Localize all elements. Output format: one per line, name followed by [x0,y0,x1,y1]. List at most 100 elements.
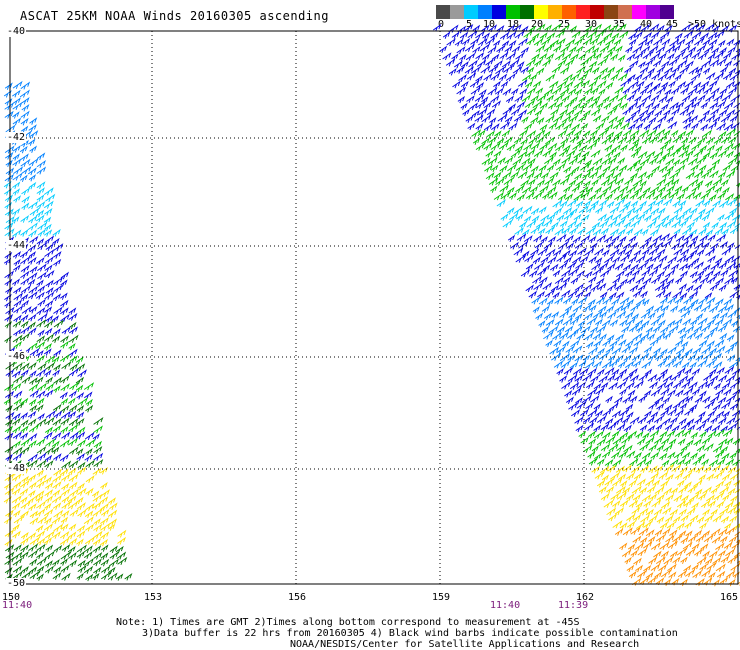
wind-barb [732,389,740,397]
wind-barb [632,178,643,187]
wind-barb [43,187,54,196]
wind-barb [85,475,95,483]
wind-barb [28,291,38,300]
wind-barb [712,199,722,208]
wind-barb [476,59,487,68]
wind-barb [645,529,655,538]
wind-barb [629,346,639,355]
wind-barb [647,241,658,250]
wind-barb [713,93,724,103]
wind-barb [20,397,29,406]
wind-barb [526,37,536,46]
wind-barb [721,473,731,481]
wind-barb [53,306,63,315]
wind-barb [594,453,602,461]
wind-barb [596,480,605,488]
wind-barb [718,438,728,447]
wind-barb [556,367,564,376]
wind-barb [709,347,718,355]
wind-barb [13,305,24,314]
wind-barb [596,191,607,200]
wind-barb [619,235,627,244]
wind-barb [641,494,651,503]
wind-barb [702,508,711,517]
wind-barb [673,450,684,459]
wind-barb [60,383,70,392]
wind-barb [19,362,30,371]
wind-barb [688,136,697,145]
legend-swatch [534,5,548,19]
wind-barb [682,115,692,124]
wind-barb [648,556,657,565]
wind-barb [445,58,456,67]
wind-barb [734,244,740,250]
wind-barb [584,247,595,257]
wind-barb [712,115,721,124]
wind-barb [108,523,116,531]
wind-barb [630,241,639,250]
wind-barb [678,352,689,361]
wind-barb [709,550,718,559]
wind-barb [702,395,711,404]
wind-barb [698,339,708,348]
wind-barb [524,215,532,223]
wind-barb [653,37,664,46]
wind-barb [692,457,702,466]
wind-barb [707,430,717,439]
wind-barb [682,253,694,263]
wind-barb [563,122,573,131]
wind-barb [668,80,676,88]
wind-barb [20,425,29,433]
wind-barb [696,44,706,53]
wind-barb [36,354,45,363]
wind-barb [29,305,38,314]
wind-barb [525,149,536,158]
wind-barb [538,227,546,236]
wind-barb [595,318,603,327]
wind-barb [53,544,63,553]
wind-barb [44,389,54,398]
wind-barb [714,72,725,81]
wind-barb [656,178,667,187]
wind-barb [568,115,578,123]
wind-barb [709,458,719,467]
wind-barb [703,534,714,543]
wind-barb [676,213,686,222]
wind-barb [490,164,499,173]
wind-barb [44,249,55,258]
wind-barb [614,262,624,271]
wind-barb [620,253,631,262]
wind-barb [709,80,718,88]
wind-barb [552,114,563,123]
wind-barb [598,486,607,494]
wind-barb [12,502,21,510]
wind-barb [484,164,493,173]
wind-barb [675,339,684,347]
wind-barb [553,44,562,53]
wind-barb [52,424,62,433]
wind-barb [623,354,632,363]
wind-barb [13,374,24,384]
wind-barb [677,438,686,446]
wind-barb [626,163,637,172]
wind-barb [19,89,30,98]
wind-barb [729,226,740,235]
wind-barb [604,459,614,467]
wind-barb [589,37,599,46]
wind-barb [19,446,30,455]
wind-barb [678,417,687,426]
wind-barb [580,122,589,131]
wind-barb [617,473,627,482]
wind-barb [585,227,596,236]
wind-barb [702,129,712,138]
wind-barb [502,171,512,180]
wind-barb [688,466,697,475]
wind-barb [530,142,540,151]
wind-barb [628,235,637,243]
wind-barb [83,516,94,525]
wind-barb [724,345,735,354]
wind-barb [29,510,39,519]
wind-barb [628,32,637,41]
wind-barb [720,445,729,454]
wind-barb [76,452,86,461]
